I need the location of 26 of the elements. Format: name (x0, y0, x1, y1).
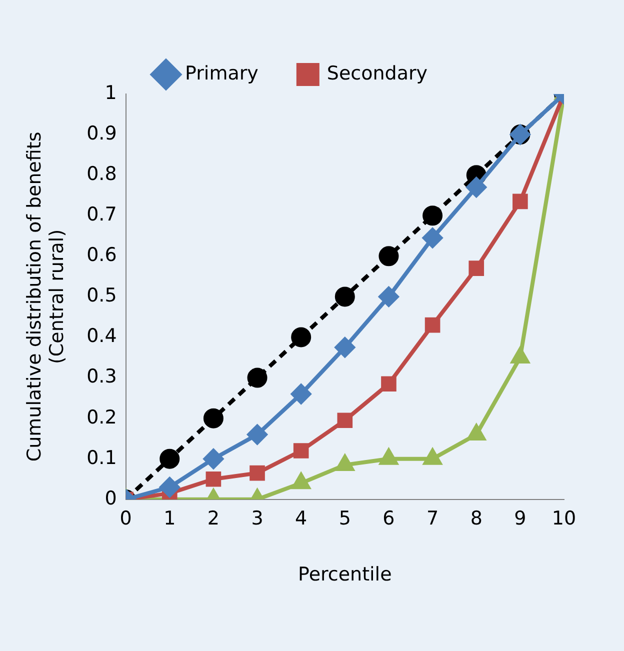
y-axis-title: Cumulative distribution of benefits (Central rural) (23, 132, 68, 462)
y-tick-label: 0.9 (86, 122, 117, 144)
y-tick-label: 0.4 (86, 325, 117, 348)
x-tick-label: 9 (514, 508, 526, 530)
x-tick-label: 0 (120, 508, 132, 530)
y-tick-label: 0 (104, 487, 117, 510)
x-tick-label: 2 (207, 508, 220, 530)
legend-label: Secondary (326, 62, 428, 84)
y-tick-label: 0.2 (86, 406, 117, 428)
y-tick-label: 0.5 (86, 284, 117, 307)
x-tick-label: 6 (382, 508, 395, 530)
x-tick-label: 4 (295, 508, 308, 530)
y-tick-label: 0.1 (86, 446, 117, 469)
y-tick-label: 0.3 (86, 366, 117, 388)
x-axis-title: Percentile (298, 564, 392, 586)
y-tick-label: 0.7 (86, 204, 117, 226)
x-tick-label: 5 (338, 508, 351, 530)
legend-label: Primary (184, 62, 258, 84)
x-tick-label: 10 (552, 508, 576, 530)
y-tick-label: 0.6 (86, 244, 117, 266)
y-tick-label: 0.8 (86, 163, 117, 186)
y-tick-label: 1 (104, 82, 117, 104)
x-tick-label: 7 (426, 508, 439, 530)
x-tick-label: 3 (251, 508, 264, 530)
x-tick-label: 1 (164, 508, 176, 530)
x-tick-label: 8 (470, 508, 482, 530)
